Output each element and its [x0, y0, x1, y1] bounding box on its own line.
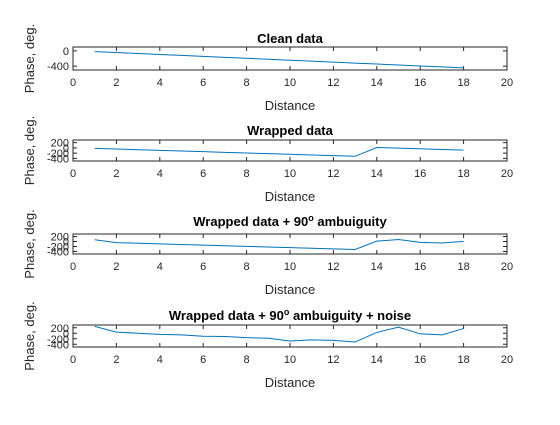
- x-tick-label: 8: [244, 261, 250, 273]
- x-axis-label-2: Distance: [265, 189, 316, 204]
- x-tick-label: 4: [157, 168, 163, 180]
- y-axis-label-3: Phase, deg.: [22, 209, 37, 278]
- series-line-1: [94, 51, 464, 69]
- x-tick-label: 14: [371, 168, 383, 180]
- y-tick-label: -400: [47, 61, 69, 73]
- y-tick-label: 0: [63, 237, 69, 249]
- x-tick-label: 10: [284, 261, 296, 273]
- title-rest: ambuiguity + noise: [289, 308, 411, 323]
- x-axis-label-4: Distance: [265, 375, 316, 390]
- x-tick-label: 10: [284, 77, 296, 89]
- x-tick-label: 2: [113, 168, 119, 180]
- y-tick-label: 0: [63, 46, 69, 58]
- x-tick-label: 16: [414, 261, 426, 273]
- x-tick-label: 14: [371, 261, 383, 273]
- chart-title-3: Wrapped data + 90o ambuiguity: [193, 213, 387, 229]
- y-tick-label: 200: [51, 232, 69, 244]
- series-line-2: [94, 146, 464, 157]
- x-tick-label: 8: [244, 77, 250, 89]
- x-tick-label: 18: [457, 354, 469, 366]
- title-superscript: o: [284, 307, 290, 317]
- chart-title-4: Wrapped data + 90o ambuiguity + noise: [169, 307, 411, 323]
- x-tick-label: 16: [414, 77, 426, 89]
- x-tick-label: 6: [200, 168, 206, 180]
- title-rest: ambuiguity: [314, 214, 388, 229]
- x-tick-label: 4: [157, 261, 163, 273]
- y-tick-label: -200: [47, 334, 69, 346]
- x-tick-label: 18: [457, 261, 469, 273]
- x-tick-label: 12: [327, 77, 339, 89]
- title-main: Wrapped data + 90: [193, 214, 308, 229]
- x-tick-label: 4: [157, 77, 163, 89]
- x-tick-label: 6: [200, 261, 206, 273]
- x-tick-label: 2: [113, 77, 119, 89]
- chart-title-1: Clean data: [257, 31, 324, 46]
- x-tick-label: 6: [200, 354, 206, 366]
- x-tick-label: 18: [457, 168, 469, 180]
- y-tick-label: -200: [47, 148, 69, 160]
- y-tick-label: 200: [51, 323, 69, 335]
- x-tick-label: 12: [327, 354, 339, 366]
- series-line-3: [94, 238, 464, 251]
- x-tick-label: 12: [327, 168, 339, 180]
- y-tick-label: 0: [63, 143, 69, 155]
- x-tick-label: 2: [113, 261, 119, 273]
- x-tick-label: 16: [414, 354, 426, 366]
- x-tick-label: 0: [70, 354, 76, 366]
- x-tick-label: 0: [70, 168, 76, 180]
- y-tick-label: -400: [47, 247, 69, 259]
- y-tick-label: 200: [51, 138, 69, 150]
- x-tick-label: 14: [371, 77, 383, 89]
- y-axis-label-2: Phase, deg.: [22, 116, 37, 185]
- series-line-4: [94, 325, 464, 343]
- y-tick-label: -400: [47, 153, 69, 165]
- x-tick-label: 8: [244, 354, 250, 366]
- x-tick-label: 4: [157, 354, 163, 366]
- x-tick-label: 6: [200, 77, 206, 89]
- x-tick-label: 10: [284, 168, 296, 180]
- y-axis-label-4: Phase, deg.: [22, 301, 37, 370]
- x-tick-label: 16: [414, 168, 426, 180]
- x-tick-label: 0: [70, 261, 76, 273]
- y-tick-label: -400: [47, 339, 69, 351]
- x-tick-label: 2: [113, 354, 119, 366]
- title-superscript: o: [308, 213, 314, 223]
- y-tick-label: -200: [47, 242, 69, 254]
- x-tick-label: 10: [284, 354, 296, 366]
- x-tick-label: 20: [501, 168, 513, 180]
- x-tick-label: 20: [501, 77, 513, 89]
- x-tick-label: 14: [371, 354, 383, 366]
- y-axis-label-1: Phase, deg.: [22, 24, 37, 93]
- title-main: Wrapped data + 90: [169, 308, 284, 323]
- y-tick-label: 0: [63, 328, 69, 340]
- x-tick-label: 0: [70, 77, 76, 89]
- x-tick-label: 20: [501, 261, 513, 273]
- x-tick-label: 12: [327, 261, 339, 273]
- x-axis-label-1: Distance: [265, 98, 316, 113]
- x-tick-label: 18: [457, 77, 469, 89]
- x-tick-label: 8: [244, 168, 250, 180]
- x-axis-label-3: Distance: [265, 282, 316, 297]
- chart-title-2: Wrapped data: [247, 123, 333, 138]
- x-tick-label: 20: [501, 354, 513, 366]
